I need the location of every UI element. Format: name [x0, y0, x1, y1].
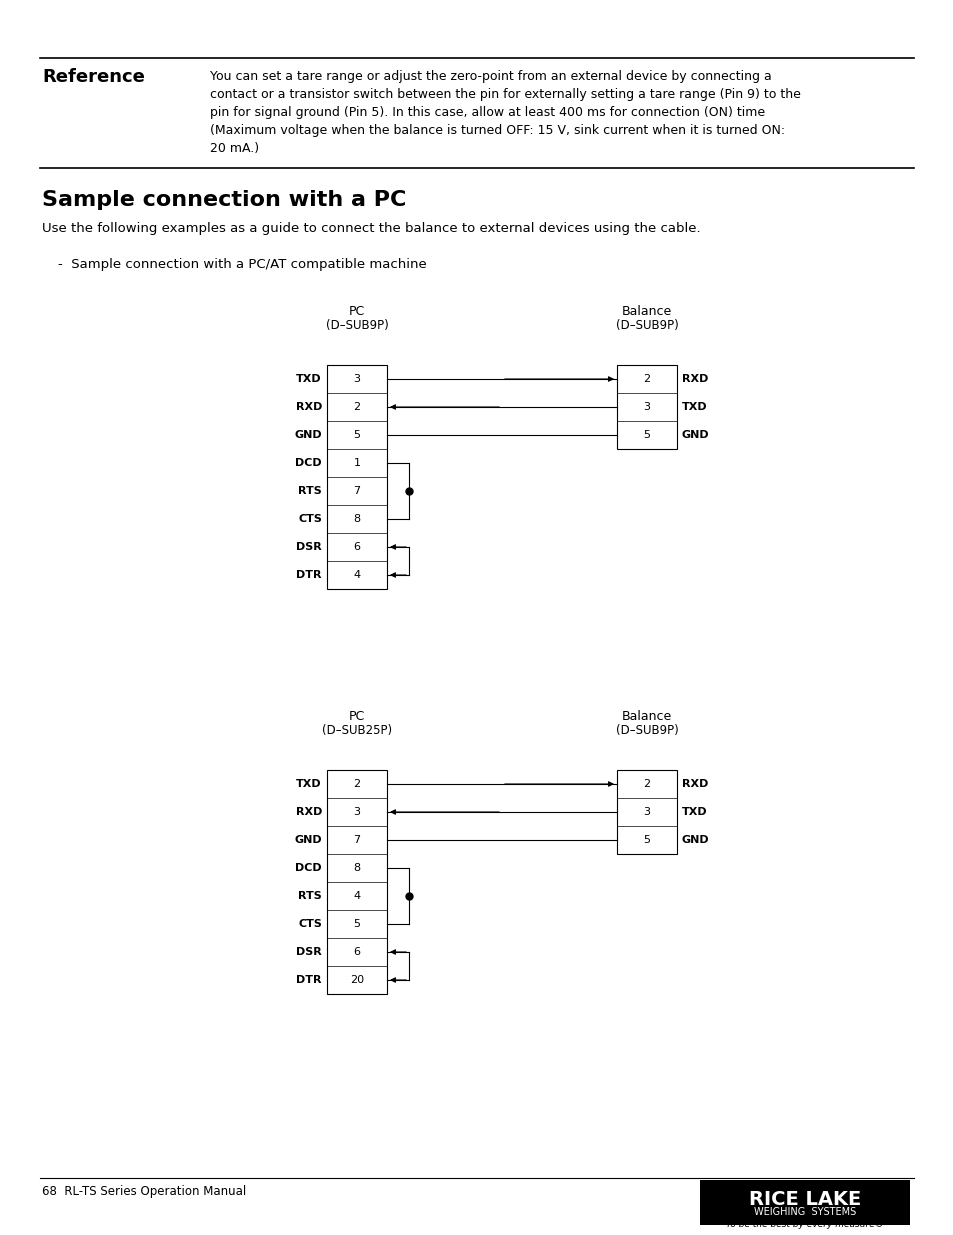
Text: 3: 3	[643, 403, 650, 412]
Text: 5: 5	[354, 919, 360, 929]
Text: (D–SUB9P): (D–SUB9P)	[615, 319, 678, 332]
Text: TXD: TXD	[681, 403, 707, 412]
Text: To be the best by every measure®: To be the best by every measure®	[725, 1220, 882, 1229]
Text: 7: 7	[353, 835, 360, 845]
Text: PC: PC	[349, 305, 365, 317]
Text: 4: 4	[353, 571, 360, 580]
Text: DTR: DTR	[296, 571, 322, 580]
Text: (Maximum voltage when the balance is turned OFF: 15 V, sink current when it is t: (Maximum voltage when the balance is tur…	[210, 124, 784, 137]
Text: 20: 20	[350, 974, 364, 986]
Text: GND: GND	[681, 835, 709, 845]
Text: (D–SUB9P): (D–SUB9P)	[615, 724, 678, 737]
Text: DSR: DSR	[296, 542, 322, 552]
Text: Reference: Reference	[42, 68, 145, 86]
Text: 2: 2	[642, 779, 650, 789]
Text: DCD: DCD	[295, 863, 322, 873]
Bar	[327, 366, 387, 589]
Text: CTS: CTS	[297, 919, 322, 929]
Text: 2: 2	[642, 374, 650, 384]
Text: -  Sample connection with a PC/AT compatible machine: - Sample connection with a PC/AT compati…	[58, 258, 426, 270]
Text: GND: GND	[294, 835, 322, 845]
Text: TXD: TXD	[296, 374, 322, 384]
Text: GND: GND	[294, 430, 322, 440]
Text: (D–SUB9P): (D–SUB9P)	[325, 319, 388, 332]
Text: DCD: DCD	[295, 458, 322, 468]
Text: 6: 6	[354, 947, 360, 957]
Text: 5: 5	[643, 430, 650, 440]
Text: 7: 7	[353, 487, 360, 496]
Text: Use the following examples as a guide to connect the balance to external devices: Use the following examples as a guide to…	[42, 222, 700, 235]
Text: DSR: DSR	[296, 947, 322, 957]
Text: Sample connection with a PC: Sample connection with a PC	[42, 190, 406, 210]
Text: 6: 6	[354, 542, 360, 552]
Text: pin for signal ground (Pin 5). In this case, allow at least 400 ms for connectio: pin for signal ground (Pin 5). In this c…	[210, 106, 764, 119]
Text: 1: 1	[354, 458, 360, 468]
Text: TXD: TXD	[296, 779, 322, 789]
Text: GND: GND	[681, 430, 709, 440]
Text: 20 mA.): 20 mA.)	[210, 142, 259, 156]
Bar	[617, 769, 677, 853]
Text: Balance: Balance	[621, 305, 672, 317]
Text: 2: 2	[353, 403, 360, 412]
Text: RXD: RXD	[681, 374, 708, 384]
Text: 3: 3	[354, 806, 360, 818]
Text: (D–SUB25P): (D–SUB25P)	[321, 724, 392, 737]
Bar	[700, 1179, 909, 1225]
Bar	[617, 366, 677, 450]
Text: 8: 8	[353, 863, 360, 873]
Text: 68  RL-TS Series Operation Manual: 68 RL-TS Series Operation Manual	[42, 1186, 246, 1198]
Text: PC: PC	[349, 710, 365, 722]
Text: DTR: DTR	[296, 974, 322, 986]
Bar	[327, 769, 387, 994]
Text: RTS: RTS	[298, 487, 322, 496]
Text: TXD: TXD	[681, 806, 707, 818]
Text: CTS: CTS	[297, 514, 322, 524]
Text: You can set a tare range or adjust the zero-point from an external device by con: You can set a tare range or adjust the z…	[210, 70, 771, 83]
Text: RICE LAKE: RICE LAKE	[748, 1191, 861, 1209]
Text: RXD: RXD	[295, 403, 322, 412]
Text: 3: 3	[643, 806, 650, 818]
Text: contact or a transistor switch between the pin for externally setting a tare ran: contact or a transistor switch between t…	[210, 88, 800, 101]
Text: RXD: RXD	[295, 806, 322, 818]
Text: WEIGHING  SYSTEMS: WEIGHING SYSTEMS	[753, 1207, 855, 1216]
Text: 3: 3	[354, 374, 360, 384]
Text: 4: 4	[353, 890, 360, 902]
Text: RXD: RXD	[681, 779, 708, 789]
Text: 5: 5	[643, 835, 650, 845]
Text: Balance: Balance	[621, 710, 672, 722]
Text: 5: 5	[354, 430, 360, 440]
Text: 2: 2	[353, 779, 360, 789]
Text: RTS: RTS	[298, 890, 322, 902]
Text: 8: 8	[353, 514, 360, 524]
